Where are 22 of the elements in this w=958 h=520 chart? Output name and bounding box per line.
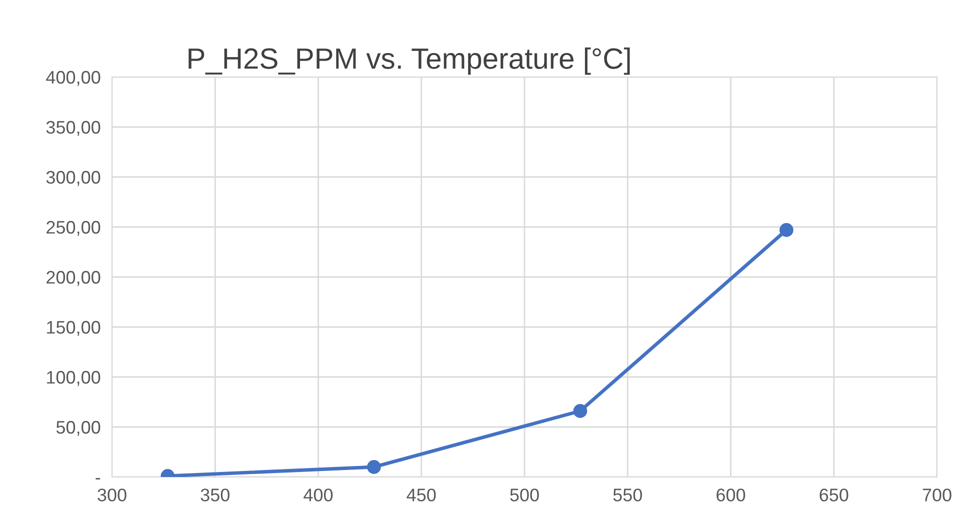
y-tick-label: 50,00 [56,420,100,436]
x-tick-label: 350 [200,488,230,502]
x-tick-label: 550 [613,488,642,502]
point [366,460,381,474]
point [573,404,588,418]
y-tick-label: 350,00 [46,120,100,136]
y-tick-label: - [96,478,100,480]
y-tick-label: 100,00 [47,370,100,386]
x-tick-label: 400 [304,488,333,502]
x-tick-label: 450 [406,488,436,502]
x-tick-label: 500 [510,488,539,502]
chart-title: P_H2S_PPM vs. Temperature [°C] [188,48,630,75]
x-tick-label: 600 [716,488,746,502]
point [779,223,794,237]
y-tick-label: 200,00 [46,270,100,286]
x-tick-label: 300 [98,488,126,502]
x-tick-label: 650 [820,488,848,502]
y-tick-label: 250,00 [46,220,100,236]
x-tick-label: 700 [922,488,952,502]
y-tick-label: 300,00 [46,170,100,186]
y-tick-label: 400,00 [46,70,100,86]
y-tick-label: 150,00 [47,320,100,336]
